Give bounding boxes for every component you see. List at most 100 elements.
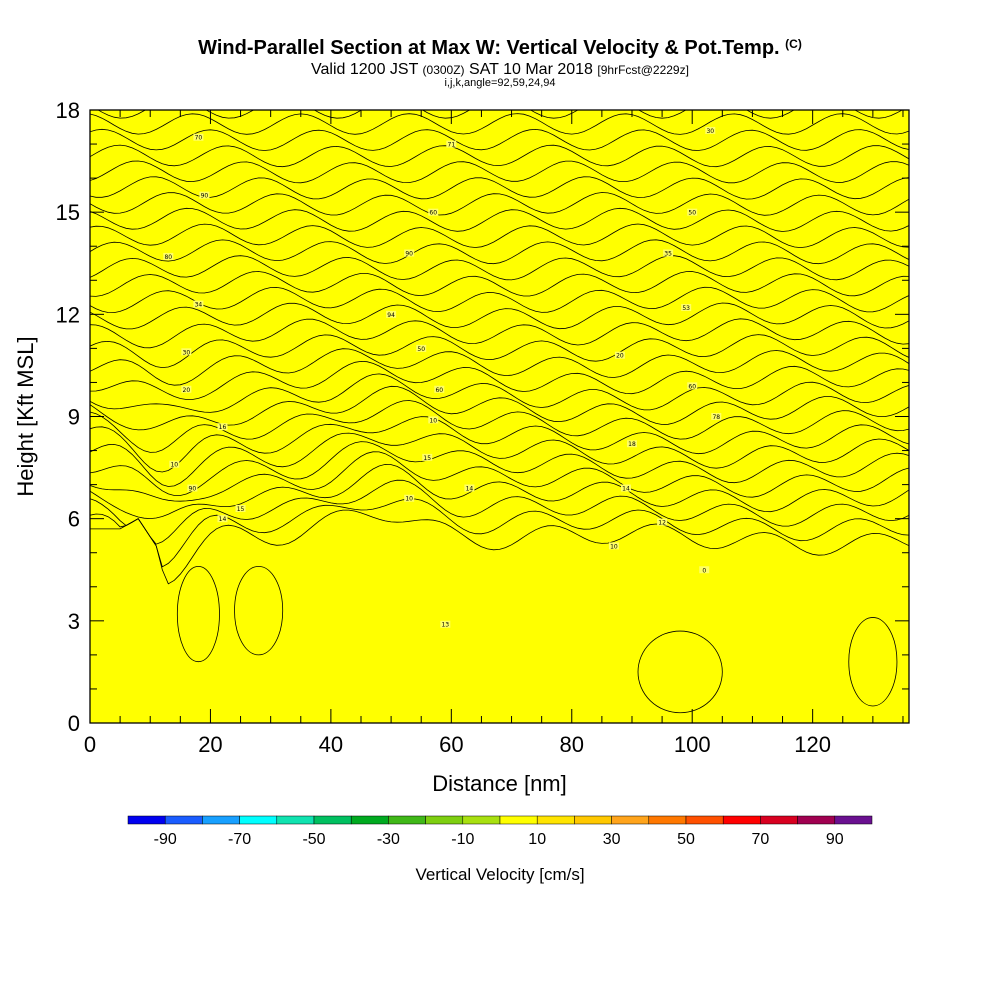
contour-label-bg: [446, 140, 457, 148]
theta-contour-label: 10: [428, 416, 439, 424]
contour-label-text: 10: [610, 543, 618, 550]
field-base: [90, 110, 909, 723]
contour-label-text: 71: [448, 142, 456, 149]
y-tick-label: 9: [68, 405, 80, 430]
contour-label-text: 53: [682, 305, 690, 312]
contour-label-text: 34: [195, 302, 203, 309]
theta-contour-line: [90, 144, 909, 168]
theta-contour-line: [90, 318, 909, 349]
theta-contour-label: 50: [416, 344, 427, 353]
theta-contour-line: [90, 373, 909, 413]
contour-label-text: 10: [429, 417, 437, 424]
theta-contour-line: [90, 400, 909, 453]
theta-contour-label: 60: [434, 385, 445, 394]
theta-contour-line: [90, 207, 909, 232]
theta-contour-line: [90, 176, 909, 200]
y-tick-label: 0: [68, 711, 80, 736]
contour-label-text: 35: [664, 251, 672, 258]
contour-label-bg: [386, 310, 397, 318]
theta-contour-label: 80: [163, 252, 174, 261]
theta-contour-label: 10: [608, 542, 619, 550]
contour-label-bg: [699, 566, 710, 574]
theta-contour-label: 0: [699, 566, 710, 574]
contour-label-bg: [404, 249, 415, 257]
contour-label-bg: [422, 453, 433, 461]
x-tick-label: 20: [198, 732, 222, 757]
theta-contour-line: [90, 334, 909, 369]
valid-time: Valid 1200 JST: [311, 61, 419, 78]
theta-contour-line: [90, 160, 909, 184]
contour-label-text: 90: [201, 193, 209, 200]
x-tick-label: 0: [84, 732, 96, 757]
contour-label-bg: [416, 344, 427, 352]
contour-label-bg: [163, 252, 174, 260]
colorbar-tick-label: 30: [603, 831, 621, 848]
theta-contour-closed: [234, 565, 284, 656]
contour-label-bg: [687, 208, 698, 216]
contour-label-text: 30: [183, 349, 191, 356]
contour-label-text: 94: [387, 312, 395, 319]
colorbar-swatch: [276, 815, 315, 825]
theta-contour-line: [90, 82, 909, 103]
contour-label-bg: [705, 126, 716, 134]
theta-contour-label: 53: [681, 304, 692, 312]
colorbar-swatch: [239, 815, 278, 825]
contour-label-text: 50: [417, 346, 425, 353]
theta-contour-line: [90, 479, 909, 545]
valid-zulu: (0300Z): [422, 63, 465, 77]
colorbar-swatch: [425, 815, 464, 825]
contour-label-text: 90: [189, 486, 197, 493]
theta-contour-label: 78: [711, 413, 722, 421]
contour-label-text: 14: [622, 486, 630, 493]
theta-contour-line: [90, 416, 909, 473]
colorbar-swatch: [127, 815, 166, 825]
theta-contour-label: 12: [657, 518, 668, 527]
x-tick-label: 80: [560, 732, 584, 757]
contour-label-text: 16: [219, 424, 227, 431]
contour-label-bg: [614, 351, 625, 359]
x-tick-label: 40: [319, 732, 343, 757]
forecast-info: [9hrFcst@2229z]: [597, 63, 689, 77]
chart-indices: i,j,k,angle=92,59,24,94: [444, 77, 556, 89]
colorbar-swatch: [499, 815, 538, 825]
theta-contour-line: [90, 192, 909, 216]
y-tick-label: 6: [68, 507, 80, 532]
theta-contour-label: 14: [464, 484, 475, 493]
theta-contour-line: [90, 223, 909, 249]
theta-contour-label: 20: [181, 385, 192, 394]
colorbar-tick-label: -30: [377, 831, 400, 848]
contour-label-text: 20: [183, 387, 191, 394]
colorbar-swatch: [760, 815, 798, 825]
contour-label-text: 13: [441, 622, 449, 629]
colorbar-swatch: [834, 815, 873, 825]
contour-label-bg: [608, 542, 619, 550]
theta-contour-label: 15: [235, 504, 246, 513]
chart-title-text: Wind-Parallel Section at Max W: Vertical…: [198, 37, 780, 59]
theta-contour-line: [90, 441, 909, 496]
contour-label-text: 18: [628, 441, 636, 448]
contour-label-bg: [181, 348, 192, 356]
colorbar-swatch: [574, 815, 612, 825]
colorbar-swatch: [685, 815, 724, 825]
contour-label-bg: [464, 484, 475, 492]
colorbar-swatch: [202, 815, 240, 825]
colorbar-tick-label: 70: [752, 831, 770, 848]
colorbar-tick-label: -50: [302, 831, 325, 848]
colorbar-tick-label: -10: [451, 831, 474, 848]
theta-contour-line: [90, 451, 909, 502]
colorbar-label: Vertical Velocity [cm/s]: [415, 865, 584, 884]
contour-label-text: 90: [405, 251, 413, 258]
contour-label-text: 80: [164, 254, 172, 261]
theta-contour-label: 16: [217, 423, 228, 431]
colorbar-swatch: [611, 815, 650, 825]
contour-label-bg: [235, 504, 246, 512]
colorbar-swatch: [350, 815, 389, 825]
theta-contour-line: [90, 128, 909, 151]
colorbar-tick-label: -70: [228, 831, 251, 848]
contour-label-bg: [663, 249, 674, 257]
theta-contour-line: [90, 302, 909, 330]
colorbar-swatch: [388, 815, 426, 825]
theta-contour-label: 15: [422, 453, 433, 462]
contour-label-text: 15: [237, 506, 245, 513]
